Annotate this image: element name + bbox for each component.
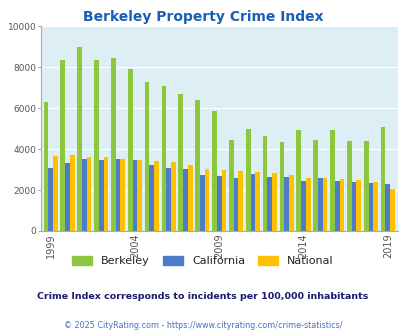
Bar xyxy=(48,168,53,231)
Bar xyxy=(262,136,267,231)
Bar xyxy=(288,175,293,231)
Bar xyxy=(128,69,132,231)
Bar xyxy=(284,177,288,231)
Bar xyxy=(245,129,250,231)
Bar xyxy=(279,142,283,231)
Bar xyxy=(183,169,188,231)
Bar xyxy=(221,170,226,231)
Bar xyxy=(380,127,384,231)
Text: Berkeley Property Crime Index: Berkeley Property Crime Index xyxy=(83,10,322,24)
Bar xyxy=(384,184,389,231)
Bar xyxy=(99,160,103,231)
Bar xyxy=(53,156,58,231)
Bar xyxy=(313,140,317,231)
Bar xyxy=(255,172,259,231)
Bar xyxy=(301,181,305,231)
Bar xyxy=(334,181,339,231)
Bar xyxy=(195,100,200,231)
Bar xyxy=(363,141,368,231)
Bar xyxy=(65,163,70,231)
Bar xyxy=(233,178,238,231)
Bar xyxy=(305,178,310,231)
Bar xyxy=(212,111,216,231)
Bar xyxy=(204,169,209,231)
Bar xyxy=(228,140,233,231)
Bar xyxy=(132,160,137,231)
Bar xyxy=(356,180,360,231)
Bar xyxy=(171,162,175,231)
Bar xyxy=(250,174,255,231)
Bar xyxy=(339,179,343,231)
Bar xyxy=(372,182,377,231)
Bar xyxy=(368,183,372,231)
Bar xyxy=(120,159,125,231)
Bar xyxy=(200,175,204,231)
Legend: Berkeley, California, National: Berkeley, California, National xyxy=(68,251,337,271)
Bar xyxy=(351,182,356,231)
Bar xyxy=(149,164,154,231)
Bar xyxy=(166,168,171,231)
Bar xyxy=(82,159,87,231)
Text: Crime Index corresponds to incidents per 100,000 inhabitants: Crime Index corresponds to incidents per… xyxy=(37,292,368,301)
Bar xyxy=(137,160,142,231)
Bar xyxy=(87,157,91,231)
Bar xyxy=(178,94,183,231)
Bar xyxy=(94,60,99,231)
Bar xyxy=(103,157,108,231)
Bar xyxy=(322,178,326,231)
Bar xyxy=(267,177,271,231)
Bar xyxy=(115,159,120,231)
Bar xyxy=(296,130,301,231)
Bar xyxy=(271,173,276,231)
Bar xyxy=(43,102,48,231)
Bar xyxy=(317,178,322,231)
Bar xyxy=(238,171,243,231)
Bar xyxy=(216,176,221,231)
Bar xyxy=(154,161,158,231)
Bar xyxy=(161,86,166,231)
Bar xyxy=(70,155,75,231)
Bar xyxy=(145,82,149,231)
Bar xyxy=(329,130,334,231)
Bar xyxy=(77,47,82,231)
Bar xyxy=(188,164,192,231)
Text: © 2025 CityRating.com - https://www.cityrating.com/crime-statistics/: © 2025 CityRating.com - https://www.city… xyxy=(64,321,341,330)
Bar xyxy=(389,189,394,231)
Bar xyxy=(111,58,115,231)
Bar xyxy=(346,141,351,231)
Bar xyxy=(60,60,65,231)
